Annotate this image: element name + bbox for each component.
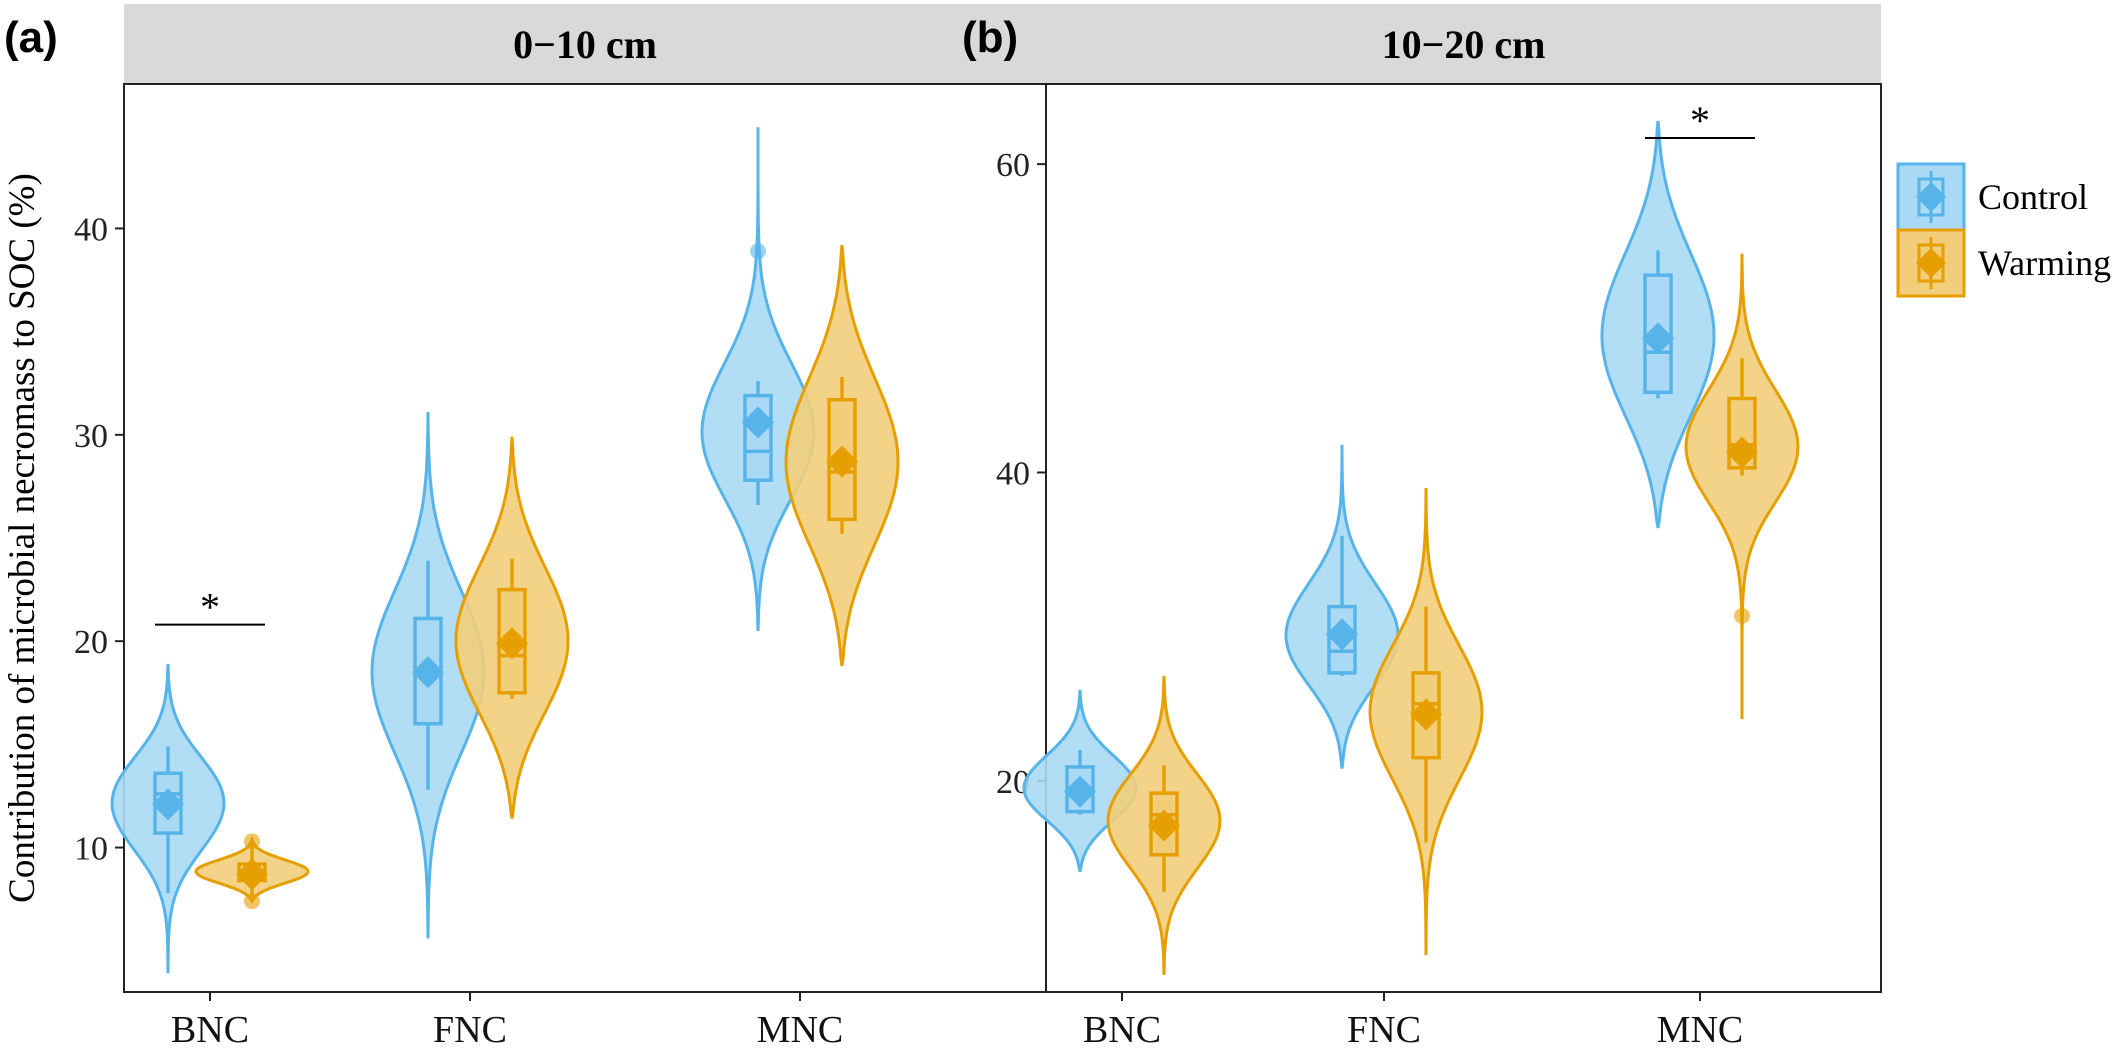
mean-marker — [1726, 436, 1758, 469]
panel-a: 0−10 cm 10 20 30 40 BNC FNC MNC * — [74, 4, 1047, 1051]
violin — [1684, 253, 1800, 720]
x-tick-label: FNC — [1347, 1009, 1421, 1051]
x-tick-label: MNC — [1657, 1009, 1744, 1051]
mean-marker — [1326, 618, 1358, 651]
x-tick-label: FNC — [433, 1009, 507, 1051]
legend-diamond — [1916, 248, 1946, 278]
panel-border — [1045, 83, 1882, 993]
legend-item-control: Control — [1896, 162, 2088, 232]
significance-label: * — [1690, 98, 1710, 143]
facet-strip — [124, 4, 1046, 84]
x-tick-label: BNC — [171, 1009, 249, 1051]
outlier-point — [750, 243, 766, 260]
legend-label: Warming — [1978, 243, 2111, 283]
mean-marker — [152, 788, 184, 821]
panel-label: (b) — [962, 13, 1018, 62]
facet-strip — [1046, 4, 1881, 84]
series-warming — [1106, 253, 1800, 976]
mean-marker — [1642, 322, 1674, 355]
mean-marker — [826, 445, 858, 478]
mean-marker — [236, 858, 268, 891]
mean-marker — [412, 656, 444, 689]
mean-marker — [496, 627, 528, 660]
legend-label: Control — [1978, 177, 2088, 217]
y-tick-label: 20 — [74, 624, 108, 661]
legend: Control Warming — [1896, 162, 2111, 298]
series-control — [110, 127, 816, 974]
x-tick-label: BNC — [1083, 1009, 1161, 1051]
y-tick-label: 10 — [74, 831, 108, 868]
x-tick-label: MNC — [757, 1009, 844, 1051]
y-tick-label: 30 — [74, 418, 108, 455]
violin — [700, 127, 816, 631]
legend-diamond — [1916, 182, 1946, 212]
panel-label: (a) — [4, 13, 58, 62]
y-tick-label: 60 — [996, 147, 1030, 184]
y-axis-title: Contribution of microbial necromass to S… — [2, 173, 43, 903]
facet-title: 0−10 cm — [513, 22, 657, 67]
series-warming — [194, 244, 900, 910]
mean-marker — [1148, 809, 1180, 842]
outlier-point — [1734, 607, 1750, 624]
y-tick-label: 40 — [74, 211, 108, 248]
outlier-point — [244, 893, 260, 910]
outlier-point — [244, 833, 260, 850]
legend-item-warming: Warming — [1896, 228, 2111, 298]
facet-title: 10−20 cm — [1382, 22, 1546, 67]
series-control — [1022, 120, 1716, 873]
significance-label: * — [200, 585, 220, 630]
mean-marker — [742, 406, 774, 439]
mean-marker — [1410, 698, 1442, 731]
y-tick-label: 40 — [996, 455, 1030, 492]
mean-marker — [1064, 775, 1096, 808]
